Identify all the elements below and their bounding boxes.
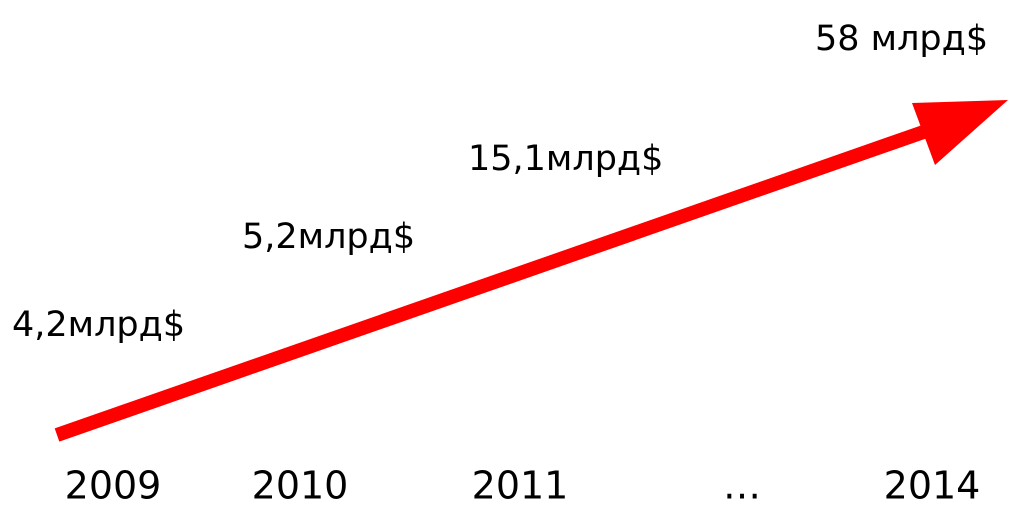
growth-arrow-head	[912, 100, 1008, 165]
growth-arrow-shaft	[54, 107, 978, 442]
year-label: …	[723, 464, 761, 508]
year-label: 2009	[65, 464, 162, 508]
year-label: 2014	[884, 464, 981, 508]
value-label: 58 млрд$	[815, 19, 988, 59]
year-label: 2011	[472, 464, 569, 508]
value-label: 4,2млрд$	[12, 305, 185, 345]
value-label: 15,1млрд$	[468, 139, 663, 179]
value-label: 5,2млрд$	[242, 217, 415, 257]
year-label: 2010	[252, 464, 349, 508]
labels: 4,2млрд$ 5,2млрд$ 15,1млрд$ 58 млрд$	[12, 19, 988, 345]
years: 2009 2010 2011 … 2014	[65, 464, 981, 508]
